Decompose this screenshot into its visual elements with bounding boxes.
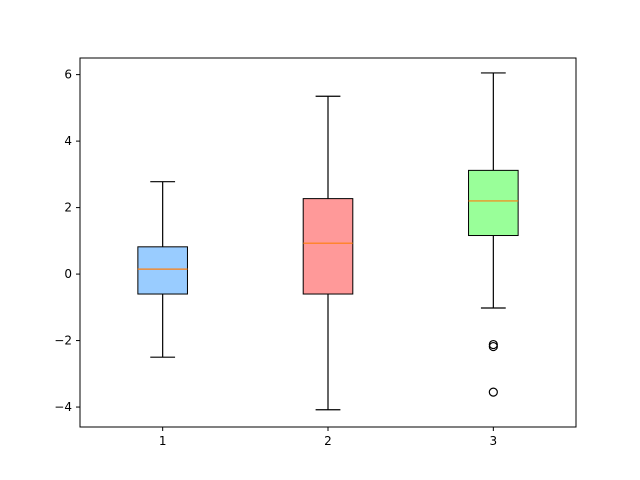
box-group-3 <box>468 72 519 397</box>
box-group-1 <box>137 181 188 358</box>
box-group-2 <box>302 95 354 411</box>
box-iqr <box>137 246 188 295</box>
y-tick-label: 2 <box>64 201 72 215</box>
box-iqr <box>468 169 519 237</box>
axes: 1 2 3 −4 −2 0 2 4 6 <box>54 68 497 448</box>
x-tick-label: 2 <box>324 434 332 448</box>
y-tick-label: −2 <box>54 334 72 348</box>
x-tick-label: 1 <box>159 434 167 448</box>
outlier-point <box>488 387 498 397</box>
outlier-point <box>488 341 498 352</box>
y-tick-label: 6 <box>64 68 72 82</box>
box-iqr <box>302 198 354 295</box>
y-tick-label: −4 <box>54 400 72 414</box>
y-tick-label: 4 <box>64 134 72 148</box>
x-tick-label: 3 <box>490 434 498 448</box>
plot-area <box>137 72 519 411</box>
y-tick-label: 0 <box>64 267 72 281</box>
